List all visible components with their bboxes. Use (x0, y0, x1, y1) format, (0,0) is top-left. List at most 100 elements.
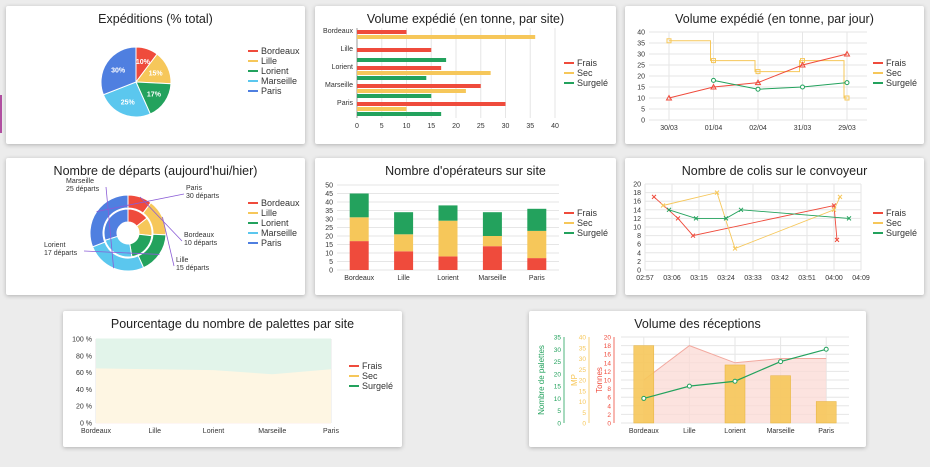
point-frais (754, 79, 762, 86)
y-tick-label: 12 (604, 369, 612, 376)
chart-colis-card: Nombre de colis sur le convoyeur 0 2 4 6 8 10… (625, 158, 924, 295)
y-axis-label: Tonnes (595, 367, 604, 393)
point-surgele (690, 233, 696, 238)
point-surgele (800, 84, 805, 90)
y-tick-label: 14 (604, 360, 612, 367)
bar-frais (527, 258, 547, 270)
x-tick-label: 25 (477, 123, 485, 130)
legend-label: Marseille (261, 76, 298, 86)
legend-item: Surgelé (873, 228, 917, 238)
callout-name: Lille (176, 257, 189, 264)
chart-volume-jour-card: Volume expédié (en tonne, par jour) 0 5 10… (625, 6, 924, 144)
legend-label: Sec (886, 218, 902, 228)
y-tick-label: 10 (325, 251, 333, 258)
series-line-frais (668, 53, 848, 99)
callout-name: Lorient (44, 242, 65, 249)
legend-label: Surgelé (886, 78, 918, 88)
bar-surgelé (349, 193, 369, 218)
legend-label: Sec (362, 371, 378, 381)
point-sec (732, 246, 738, 251)
chart-legend: Frais Sec Surgelé (564, 208, 608, 238)
x-tick-label: 0 (355, 123, 359, 130)
legend-label: Frais (362, 361, 382, 371)
pie-chart: 10% 15% 17% 25% 30% (100, 46, 172, 118)
x-tick-label: 02/04 (749, 125, 767, 132)
legend-label: Surgelé (362, 381, 394, 391)
point-surgele (846, 216, 852, 221)
legend-label: Surgelé (577, 228, 609, 238)
x-tick-label: Paris (818, 428, 834, 435)
y-tick-label: 0 (582, 421, 586, 428)
x-tick-label: Lorient (203, 428, 224, 435)
legend-item: Sec (873, 218, 917, 228)
y-tick-label: 0 (637, 268, 641, 275)
legend-label: Frais (577, 58, 597, 68)
x-tick-label: 02:57 (636, 275, 654, 282)
y-tick-label: Lorient (332, 64, 353, 71)
legend-swatch (873, 212, 883, 214)
chart-departs-card: Nombre de départs (aujourd'hui/hier) Mar… (6, 158, 305, 295)
x-tick-label: 03:24 (717, 275, 735, 282)
callout-value: 10 départs (184, 240, 218, 247)
y-tick-label: 40 (579, 335, 587, 342)
bar-frais (357, 84, 481, 88)
chart-title: Expéditions (% total) (98, 12, 213, 26)
x-tick-label: 03:51 (798, 275, 816, 282)
bar-surgelé (438, 205, 458, 221)
y-tick-label: 25 (325, 225, 333, 232)
y-tick-label: 5 (582, 410, 586, 417)
x-tick-label: 30 (502, 123, 510, 130)
y-tick-label: 15 (554, 384, 562, 391)
callout-value: 25 départs (66, 186, 100, 193)
point-surgele (711, 77, 716, 83)
y-tick-label: 2 (637, 259, 641, 266)
data-label: 25% (121, 100, 136, 107)
legend-label: Sec (577, 218, 593, 228)
legend-item: Lorient (248, 218, 300, 228)
callout-line (139, 196, 183, 242)
y-tick-label: 0 (557, 421, 561, 428)
bar-sec (482, 236, 502, 247)
callout-value: 17 départs (44, 250, 78, 257)
x-tick-label: 03:15 (690, 275, 708, 282)
y-tick-label: 30 (325, 217, 333, 224)
legend-item: Bordeaux (248, 46, 300, 56)
x-tick-label: Bordeaux (81, 428, 111, 435)
point-palettes (778, 359, 784, 365)
x-tick-label: 03:42 (771, 275, 789, 282)
legend-label: Bordeaux (261, 198, 300, 208)
chart-legend: Bordeaux Lille Lorient Marseille Paris (248, 198, 300, 248)
legend-label: Bordeaux (261, 46, 300, 56)
point-sec (666, 38, 672, 44)
y-tick-label: Bordeaux (323, 28, 353, 35)
y-tick-label: 10 (554, 396, 562, 403)
y-tick-label: 5 (641, 107, 645, 114)
y-tick-label: 35 (325, 208, 333, 215)
x-tick-label: Marseille (258, 428, 286, 435)
legend-item: Paris (248, 86, 300, 96)
point-sec (711, 58, 716, 64)
y-tick-label: 4 (607, 403, 611, 410)
y-tick-label: 25 (554, 359, 562, 366)
y-tick-label: 10 (633, 225, 641, 232)
x-tick-label: 03:06 (663, 275, 681, 282)
point-palettes (641, 395, 647, 401)
legend-swatch (248, 90, 258, 92)
y-tick-label: 20 (554, 371, 562, 378)
bar-mp (770, 375, 791, 424)
y-tick-label: 40 (325, 200, 333, 207)
point-surgele (834, 237, 840, 243)
chart-title: Volume des réceptions (634, 317, 761, 331)
y-axis-label: Nombre de palettes (537, 345, 546, 415)
chart-title: Nombre d'opérateurs sur site (385, 164, 546, 178)
data-label: 17% (147, 92, 162, 99)
bar-sec (394, 234, 414, 252)
point-frais (799, 61, 806, 68)
legend-item: Marseille (248, 228, 300, 238)
x-tick-label: 29/03 (838, 125, 856, 132)
point-surgele (666, 207, 672, 213)
bar-sec (357, 71, 491, 75)
x-tick-label: 01/04 (705, 125, 723, 132)
x-tick-label: Marseille (478, 275, 506, 282)
legend-item: Marseille (248, 76, 300, 86)
